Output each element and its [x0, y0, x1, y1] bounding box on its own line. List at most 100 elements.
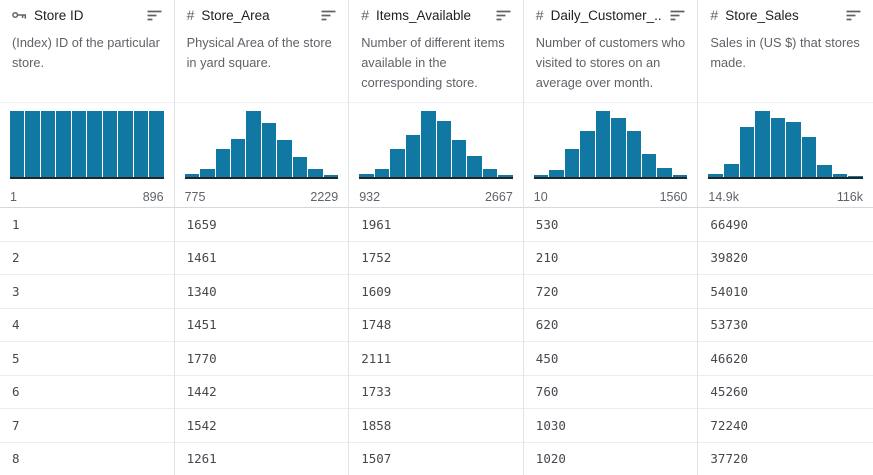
column-header: # Daily_Customer_... Number of customers w…: [523, 0, 698, 208]
histogram-bar: [323, 175, 339, 177]
histogram-bars: [359, 111, 513, 179]
histogram-bar: [564, 149, 580, 177]
histogram-bar: [71, 111, 87, 177]
table-cell: 1609: [349, 275, 523, 309]
table-cell: 1659: [174, 208, 349, 242]
sort-icon[interactable]: [145, 7, 164, 24]
column-header: # Store_Sales Sales in (US $) that stores …: [698, 0, 873, 208]
table-cell: 720: [523, 275, 698, 309]
column-title-row[interactable]: Store ID: [0, 0, 174, 30]
histogram-bar: [10, 111, 25, 177]
table-cell: 1461: [174, 242, 349, 275]
sort-icon[interactable]: [319, 7, 338, 24]
table-cell: 1451: [174, 309, 349, 342]
histogram-bar: [786, 122, 801, 177]
table-cell: 530: [523, 208, 698, 242]
histogram-bar: [292, 156, 308, 177]
histogram-min-label: 14.9k: [708, 190, 739, 204]
histogram-bar: [230, 139, 246, 177]
histogram-bar: [390, 149, 405, 177]
table-cell: 1030: [523, 409, 698, 443]
column-title: Daily_Customer_...: [550, 7, 662, 23]
histogram-bar: [482, 169, 498, 177]
column-header: # Items_Available Number of different item…: [349, 0, 523, 208]
table-cell: 2: [0, 242, 174, 275]
histogram-bar: [549, 170, 564, 177]
histogram-bar: [149, 111, 164, 177]
hash-icon: #: [535, 7, 544, 23]
histogram-bar: [118, 111, 133, 177]
histogram-min-label: 10: [533, 190, 548, 204]
table-cell: 1858: [349, 409, 523, 443]
histogram-range-labels: 10 1560: [524, 188, 698, 207]
column-title-row[interactable]: # Daily_Customer_...: [524, 0, 698, 30]
column-rows: 530 210 720 620 450 760 1030 1020: [523, 208, 698, 475]
histogram-bar: [184, 174, 200, 177]
table-cell: 54010: [698, 275, 873, 309]
column-title: Store_Sales: [725, 7, 799, 23]
table-cell: 1: [0, 208, 174, 242]
table-cell: 620: [523, 309, 698, 342]
histogram-bar: [498, 175, 513, 177]
column-rows: 66490 39820 54010 53730 46620 45260 72240 37720: [698, 208, 873, 475]
column-title-row[interactable]: # Store_Area: [175, 0, 349, 30]
histogram-bars: [533, 111, 688, 179]
column-header: Store ID (Index) ID of the particular sto…: [0, 0, 174, 208]
histogram-bar: [770, 117, 786, 177]
column-store-area: # Store_Area Physical Area of the store in…: [174, 0, 350, 475]
column-title: Items_Available: [375, 7, 472, 23]
table-cell: 4: [0, 309, 174, 342]
sort-icon[interactable]: [844, 7, 863, 24]
table-cell: 1020: [535, 451, 566, 467]
histogram-bar: [595, 111, 611, 177]
table-cell: 1752: [349, 242, 523, 275]
table-cell: 6: [0, 376, 174, 409]
column-description: (Index) ID of the particular store.: [12, 35, 160, 70]
histogram-bar: [708, 174, 723, 177]
histogram-bar: [133, 111, 149, 177]
table-cell: 1733: [349, 376, 523, 409]
column-title-row[interactable]: # Store_Sales: [698, 0, 873, 30]
histogram-range-labels: 932 2667: [349, 188, 523, 207]
sort-icon[interactable]: [668, 7, 687, 24]
column-description: Physical Area of the store in yard squar…: [186, 35, 332, 70]
histogram-min-label: 775: [184, 190, 206, 204]
column-description: Number of customers who visited to store…: [535, 35, 686, 90]
histogram: [349, 102, 523, 188]
column-description: Sales in (US $) that stores made.: [710, 35, 860, 70]
column-rows: 1961 1752 1609 1748 2111 1733 1858 1507: [349, 208, 523, 475]
histogram-bar: [25, 111, 40, 177]
histogram-bars: [184, 111, 339, 179]
table-cell: 45260: [698, 376, 873, 409]
column-title: Store ID: [34, 7, 84, 23]
histogram-bar: [626, 130, 641, 177]
table-cell: 1261: [186, 451, 217, 467]
column-description: Number of different items available in t…: [361, 35, 505, 90]
table-cell: 1340: [174, 275, 349, 309]
histogram-max-label: 896: [142, 190, 164, 204]
histogram-bar: [723, 163, 739, 177]
histogram: [174, 102, 349, 188]
histogram-bar: [421, 111, 436, 177]
table-cell: 8: [12, 451, 20, 467]
table-cell: 3: [0, 275, 174, 309]
histogram-bars: [708, 111, 864, 179]
histogram-bars: [10, 111, 164, 179]
histogram-bar: [56, 111, 71, 177]
histogram-bar: [580, 130, 595, 177]
histogram-bar: [848, 175, 864, 177]
histogram-bar: [533, 175, 549, 177]
hash-icon: #: [186, 7, 195, 23]
histogram-max-label: 2667: [484, 190, 513, 204]
table-cell: 1770: [174, 342, 349, 376]
hash-icon: #: [361, 7, 369, 23]
table-cell: 2111: [349, 342, 523, 376]
histogram-bar: [261, 122, 277, 177]
histogram-max-label: 2229: [310, 190, 339, 204]
column-title-row[interactable]: # Items_Available: [349, 0, 523, 30]
sort-icon[interactable]: [494, 7, 513, 24]
histogram-bar: [374, 169, 390, 177]
column-title: Store_Area: [201, 7, 270, 23]
